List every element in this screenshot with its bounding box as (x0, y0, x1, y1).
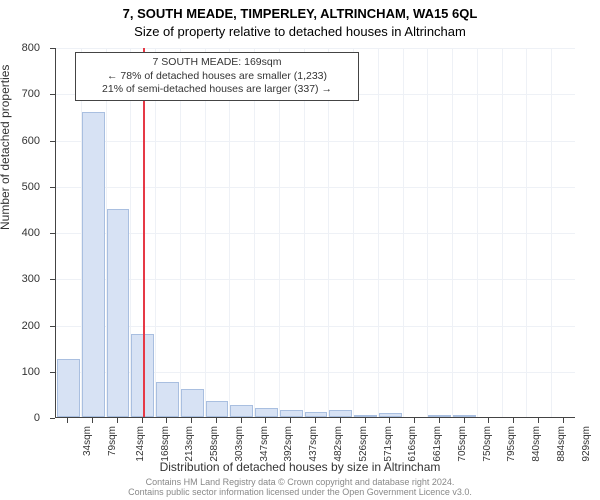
x-tick-label: 124sqm (135, 426, 146, 462)
x-tick-label: 840sqm (531, 426, 542, 462)
x-tick-label: 168sqm (159, 426, 170, 462)
chart-address-title: 7, SOUTH MEADE, TIMPERLEY, ALTRINCHAM, W… (0, 6, 600, 21)
histogram-bar (280, 410, 303, 417)
histogram-bar (453, 415, 476, 417)
histogram-bar (255, 408, 278, 417)
histogram-bar (156, 382, 179, 417)
annotation-line1: 7 SOUTH MEADE: 169sqm (82, 56, 352, 70)
histogram-bar (354, 415, 377, 417)
y-tick-label: 300 (0, 273, 40, 285)
attribution-text: Contains HM Land Registry data © Crown c… (0, 478, 600, 498)
x-tick-label: 705sqm (457, 426, 468, 462)
y-tick-label: 500 (0, 181, 40, 193)
histogram-bar (305, 412, 328, 417)
y-tick-label: 200 (0, 320, 40, 332)
histogram-bar (57, 359, 80, 417)
y-tick-label: 600 (0, 135, 40, 147)
x-tick-label: 616sqm (407, 426, 418, 462)
chart-subtitle: Size of property relative to detached ho… (0, 24, 600, 39)
reference-line (143, 48, 145, 417)
y-tick-label: 400 (0, 227, 40, 239)
x-tick-label: 347sqm (258, 426, 269, 462)
x-tick-label: 750sqm (481, 426, 492, 462)
x-tick-label: 526sqm (358, 426, 369, 462)
y-tick-label: 0 (0, 412, 40, 424)
x-axis-label: Distribution of detached houses by size … (0, 460, 600, 474)
x-tick-label: 437sqm (308, 426, 319, 462)
histogram-bar (428, 415, 451, 417)
histogram-bar (181, 389, 204, 417)
x-tick-label: 795sqm (506, 426, 517, 462)
x-tick-label: 258sqm (209, 426, 220, 462)
histogram-bar (206, 401, 229, 417)
x-tick-label: 392sqm (283, 426, 294, 462)
histogram-bar (230, 405, 253, 417)
annotation-box: 7 SOUTH MEADE: 169sqm ← 78% of detached … (75, 52, 359, 101)
annotation-line3: 21% of semi-detached houses are larger (… (82, 83, 352, 97)
histogram-bar (107, 209, 130, 417)
x-tick-label: 571sqm (382, 426, 393, 462)
histogram-bar (329, 410, 352, 417)
x-tick-label: 482sqm (333, 426, 344, 462)
x-tick-label: 884sqm (556, 426, 567, 462)
y-tick-label: 100 (0, 366, 40, 378)
x-tick-label: 303sqm (234, 426, 245, 462)
plot-area (55, 48, 575, 418)
annotation-line2: ← 78% of detached houses are smaller (1,… (82, 70, 352, 84)
histogram-bar (379, 413, 402, 417)
x-tick-label: 79sqm (107, 426, 118, 456)
x-tick-label: 929sqm (580, 426, 591, 462)
y-tick-label: 700 (0, 88, 40, 100)
x-tick-label: 213sqm (184, 426, 195, 462)
x-tick-label: 34sqm (82, 426, 93, 456)
x-tick-label: 661sqm (432, 426, 443, 462)
y-tick-label: 800 (0, 42, 40, 54)
histogram-bar (82, 112, 105, 417)
chart-container: 7, SOUTH MEADE, TIMPERLEY, ALTRINCHAM, W… (0, 0, 600, 500)
